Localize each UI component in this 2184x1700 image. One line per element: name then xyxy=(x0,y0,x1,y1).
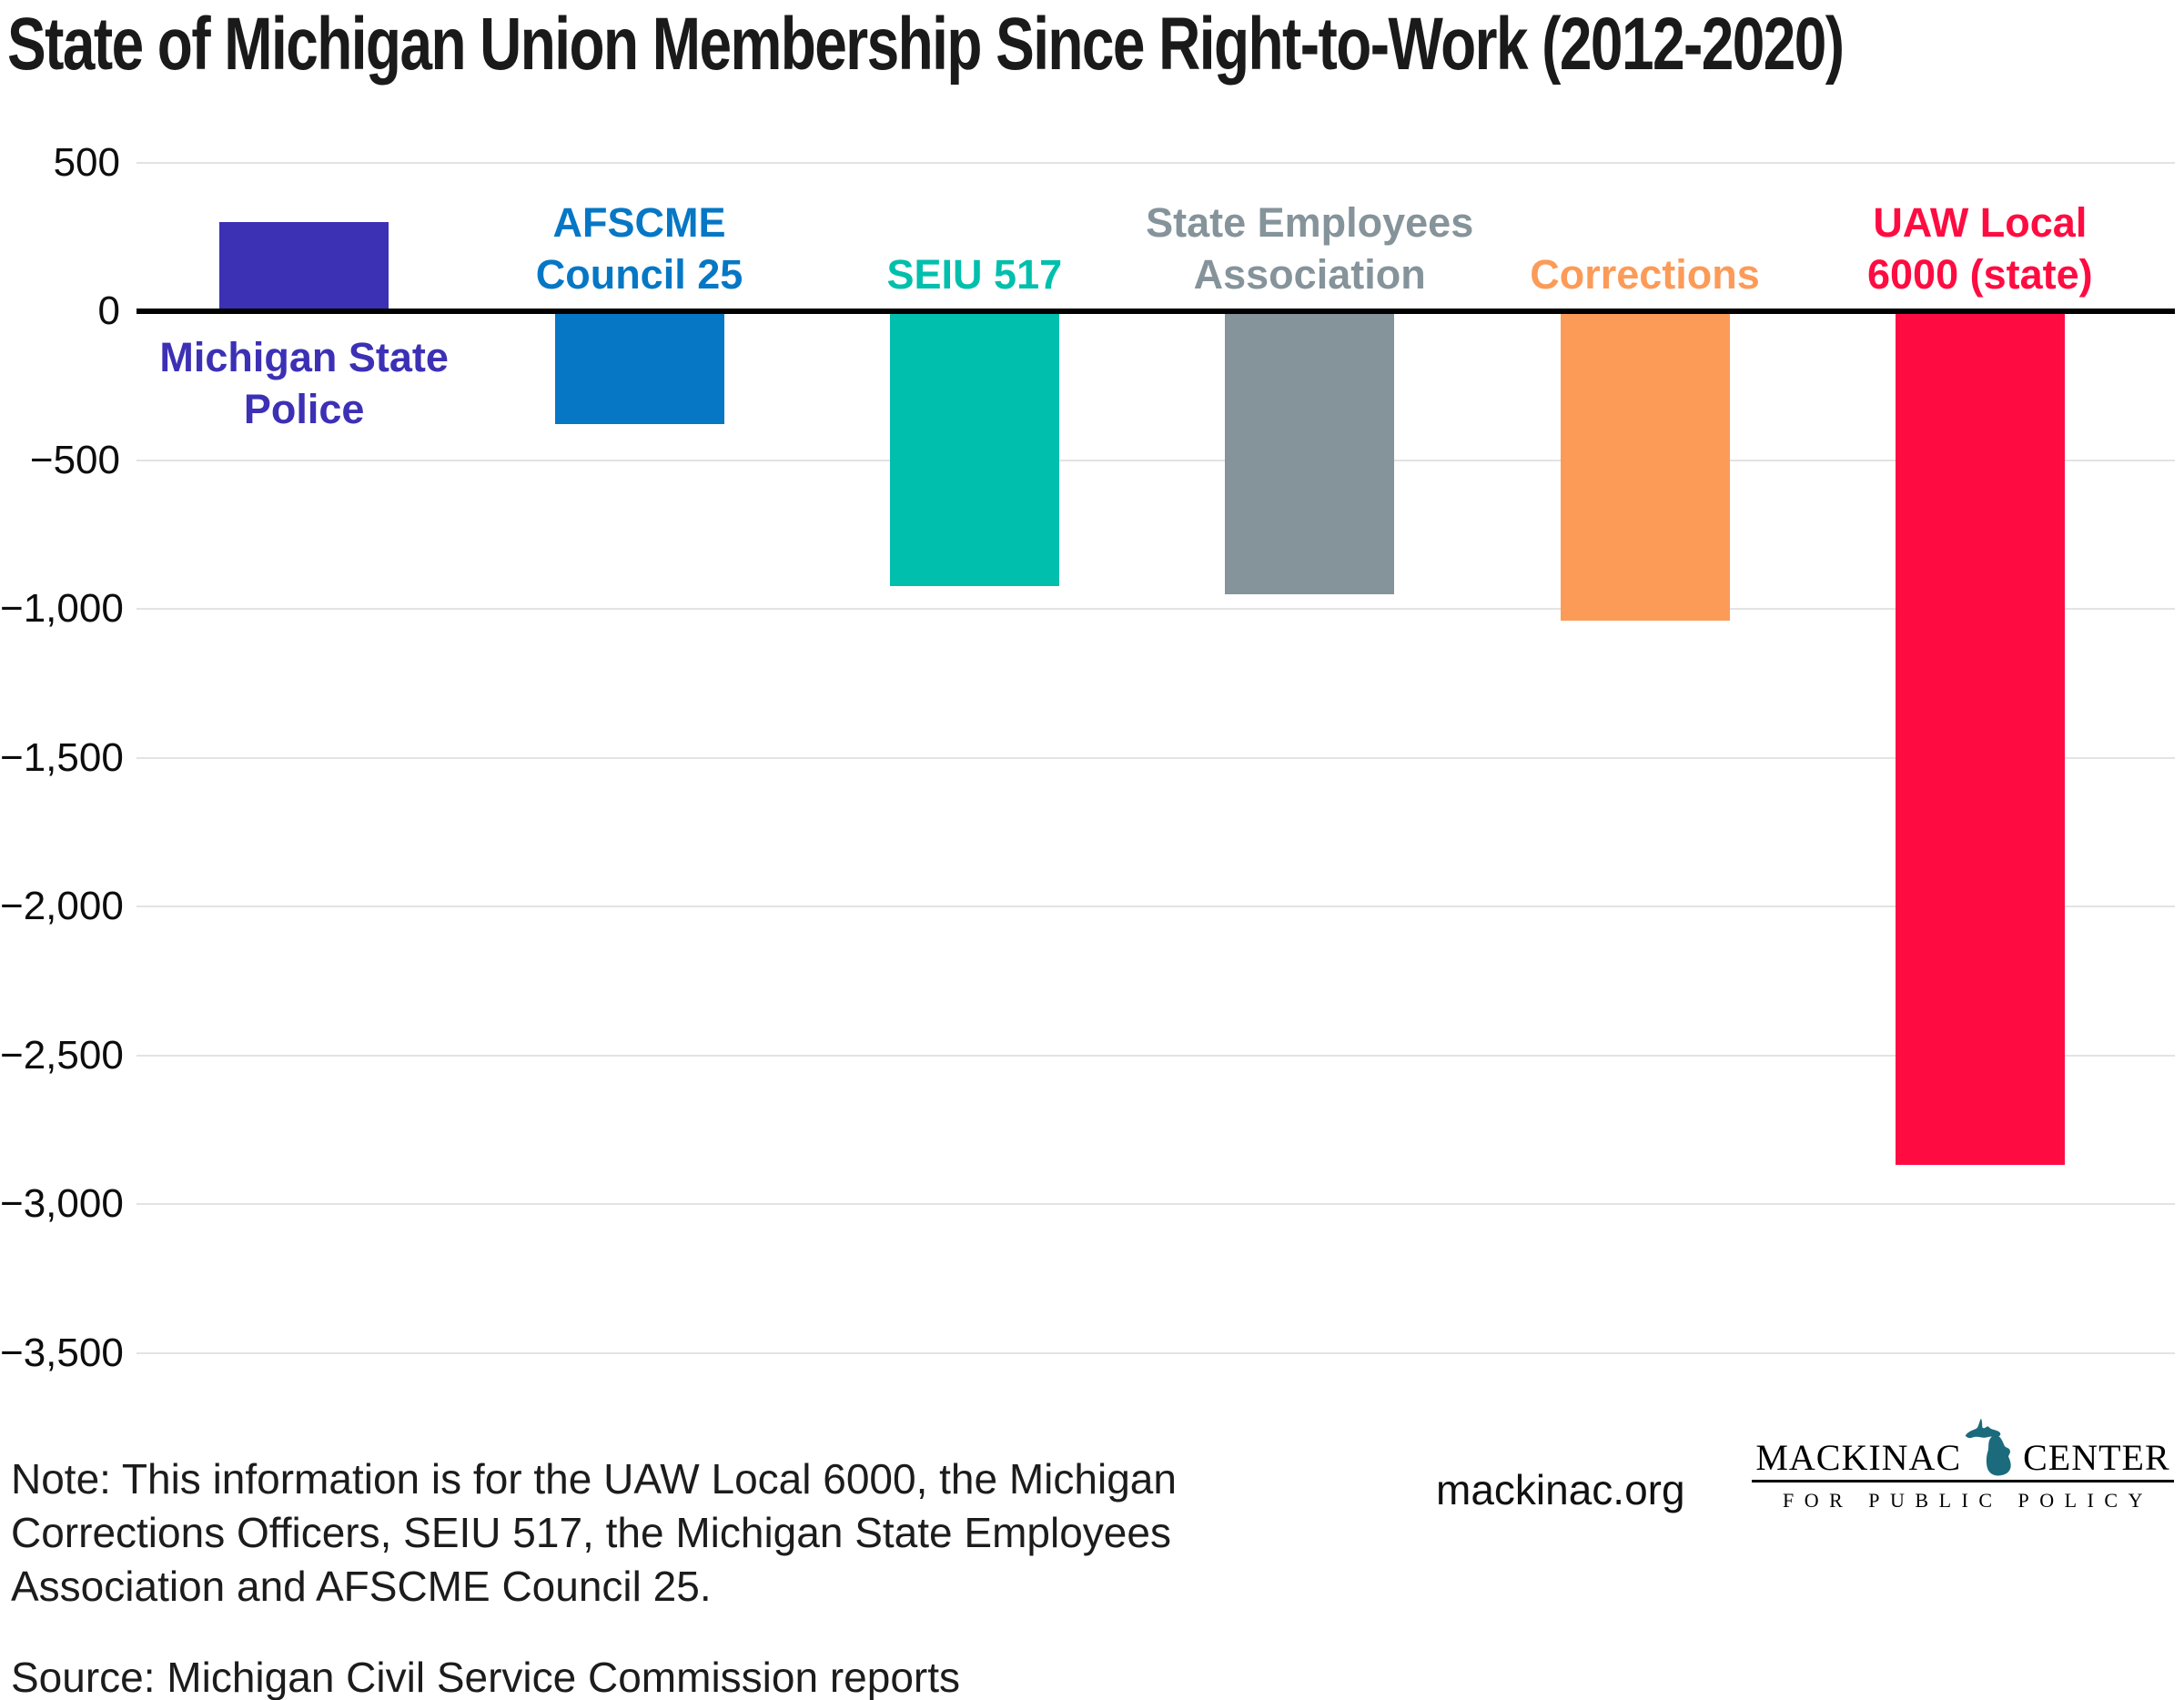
logo-word-center: CENTER xyxy=(2023,1437,2170,1478)
y-tick-label: 500 xyxy=(53,139,120,185)
y-tick-label: −3,000 xyxy=(0,1181,124,1226)
y-tick-label: 0 xyxy=(97,288,120,333)
site-url: mackinac.org xyxy=(1436,1466,1685,1513)
bar-label-afscme-council-25: AFSCME Council 25 xyxy=(535,199,743,298)
y-tick-label: −3,500 xyxy=(0,1330,124,1375)
bar-michigan-state-police xyxy=(219,221,389,311)
logo-word-mackinac: MACKINAC xyxy=(1755,1437,1962,1478)
y-tick-label: −500 xyxy=(29,437,120,482)
bar-corrections xyxy=(1560,311,1730,622)
gridline xyxy=(136,161,2175,164)
y-tick-label: −2,500 xyxy=(0,1032,124,1078)
gridline xyxy=(136,1054,2175,1057)
bar-label-corrections: Corrections xyxy=(1530,251,1760,298)
gridline xyxy=(136,756,2175,759)
gridline xyxy=(136,1203,2175,1205)
bar-seiu-517 xyxy=(889,311,1059,587)
y-tick-label: −1,500 xyxy=(0,734,124,780)
y-tick-label: −2,000 xyxy=(0,884,124,928)
y-tick-label: −1,000 xyxy=(0,586,124,631)
michigan-map-icon xyxy=(1965,1418,2011,1476)
bar-uaw-local-6000-state xyxy=(1895,311,2065,1166)
gridline xyxy=(136,608,2175,610)
gridline xyxy=(136,1351,2175,1354)
source-text: Source: Michigan Civil Service Commissio… xyxy=(11,1654,960,1700)
bar-afscme-council-25 xyxy=(554,311,724,425)
note-text: Note: This information is for the UAW Lo… xyxy=(11,1455,1177,1610)
logo-tagline: FOR PUBLIC POLICY xyxy=(1783,1489,2153,1512)
bar-label-state-employees-association: State Employees Association xyxy=(1146,199,1474,298)
bar-label-uaw-local-6000-state: UAW Local 6000 (state) xyxy=(1867,199,2093,298)
zero-axis-line xyxy=(136,309,2175,314)
bar-label-seiu-517: SEIU 517 xyxy=(886,251,1063,298)
gridline xyxy=(136,459,2175,461)
mackinac-logo: MACKINAC CENTER FOR PUBLIC POLICY xyxy=(1752,1407,2174,1513)
gridline xyxy=(136,906,2175,907)
bar-state-employees-association xyxy=(1225,311,1395,594)
chart-title: State of Michigan Union Membership Since… xyxy=(7,3,1845,86)
bar-label-michigan-state-police: Michigan State Police xyxy=(159,334,449,432)
logo-main-row: MACKINAC CENTER xyxy=(1752,1407,2174,1482)
